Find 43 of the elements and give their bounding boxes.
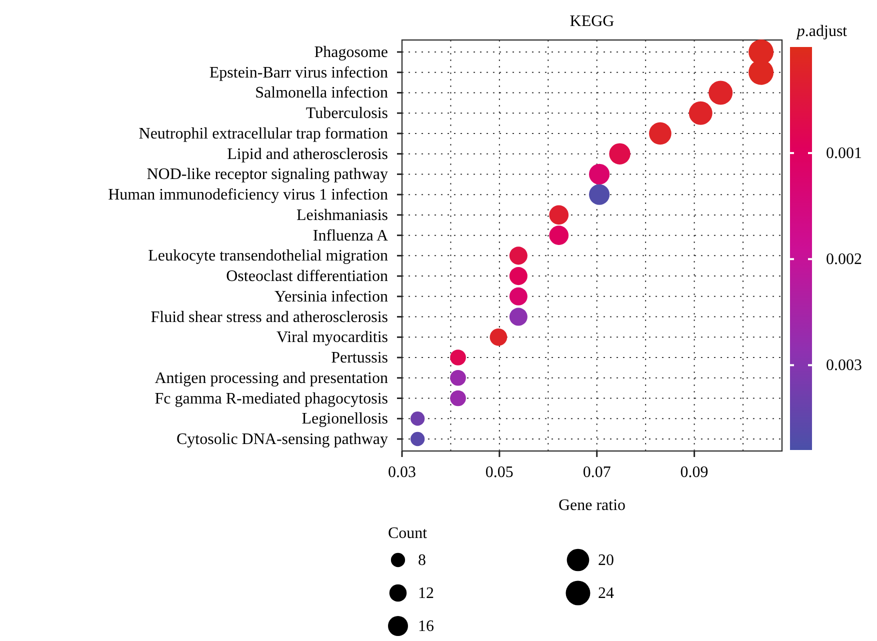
x-tick-label: 0.03 xyxy=(388,464,416,481)
y-tick-label: Tuberculosis xyxy=(306,105,388,122)
chart-title: KEGG xyxy=(570,13,615,30)
color-bar-label: 0.002 xyxy=(826,251,862,268)
x-axis-title: Gene ratio xyxy=(558,497,626,514)
y-tick-label: Human immunodeficiency virus 1 infection xyxy=(108,186,388,204)
legend-label: 16 xyxy=(418,618,434,635)
y-tick-label: Viral myocarditis xyxy=(276,329,388,346)
legend-label: 8 xyxy=(418,552,426,569)
legend-label: 24 xyxy=(598,585,614,602)
y-tick-label: Antigen processing and presentation xyxy=(154,370,388,387)
point xyxy=(549,226,569,245)
y-tick-label: Fc gamma R-mediated phagocytosis xyxy=(154,390,388,408)
legend-label: 20 xyxy=(598,552,614,569)
color-bar-title: p.adjust xyxy=(796,23,848,40)
y-tick-label: Fluid shear stress and atherosclerosis xyxy=(150,308,388,326)
y-tick-label: Phagosome xyxy=(314,44,388,61)
point xyxy=(509,308,528,326)
y-tick-label: NOD-like receptor signaling pathway xyxy=(146,166,388,184)
x-tick-label: 0.07 xyxy=(582,464,611,481)
point xyxy=(509,246,528,265)
y-tick-label: Leukocyte transendothelial migration xyxy=(148,248,388,265)
point xyxy=(509,287,528,306)
legend-title: Count xyxy=(388,525,428,542)
y-tick-label: Yersinia infection xyxy=(274,288,388,306)
color-bar-label: 0.003 xyxy=(826,357,862,374)
y-tick-label: Leishmaniasis xyxy=(296,206,388,224)
y-tick-label: Osteoclast differentiation xyxy=(226,268,388,286)
y-tick-label: Epstein-Barr virus infection xyxy=(209,64,388,82)
y-tick-label: Neutrophil extracellular trap formation xyxy=(138,125,388,142)
x-tick-label: 0.05 xyxy=(485,464,514,481)
point xyxy=(490,328,508,346)
y-tick-label: Cytosolic DNA-sensing pathway xyxy=(176,431,388,448)
x-tick-label: 0.09 xyxy=(680,464,708,481)
legend-label: 12 xyxy=(418,585,434,602)
y-tick-label: Salmonella infection xyxy=(255,84,388,102)
y-tick-label: Lipid and atherosclerosis xyxy=(227,146,388,163)
point xyxy=(549,205,569,225)
y-tick-label: Influenza A xyxy=(312,227,388,244)
y-tick-label: Pertussis xyxy=(331,350,388,367)
y-tick-label: Legionellosis xyxy=(302,410,388,428)
color-bar-label: 0.001 xyxy=(826,145,862,162)
point xyxy=(509,267,528,286)
